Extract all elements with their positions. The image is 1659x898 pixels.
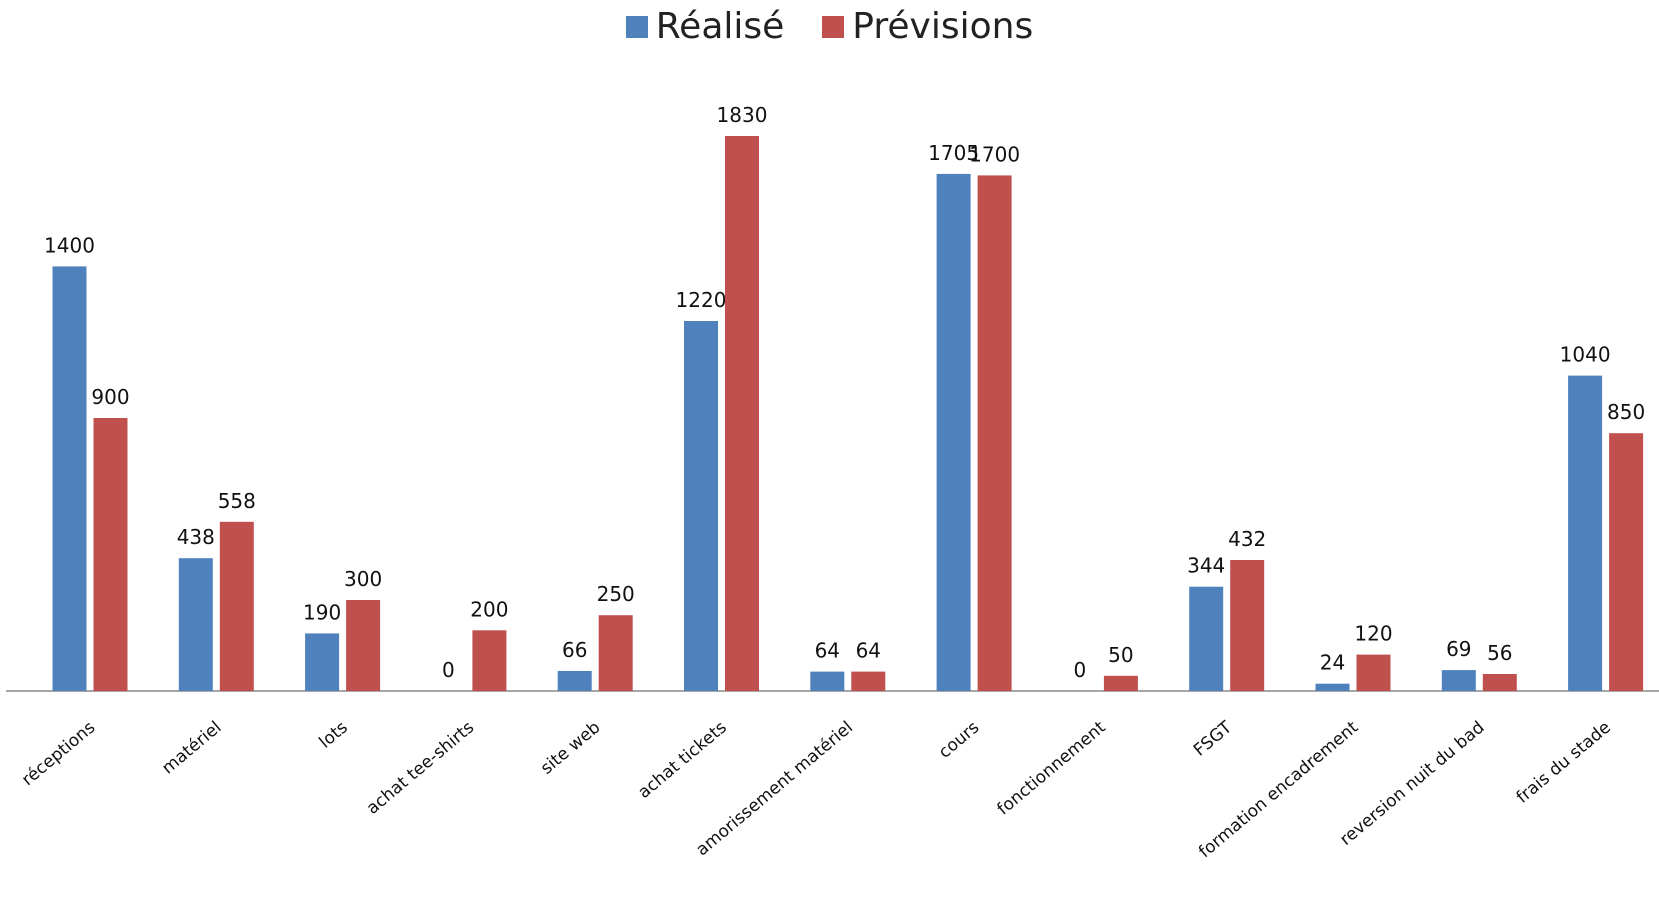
bar-realise [1441, 670, 1476, 691]
data-label-previsions: 56 [1487, 641, 1512, 665]
data-label-realise: 0 [442, 658, 455, 682]
legend-label-realise: Réalisé [655, 6, 785, 47]
data-label-realise: 1400 [44, 233, 95, 257]
data-label-realise: 438 [177, 525, 215, 549]
data-label-previsions: 250 [597, 582, 635, 606]
bar-realise [1568, 375, 1603, 691]
x-tick-label: réceptions [18, 717, 99, 790]
data-label-previsions: 50 [1108, 643, 1133, 667]
data-label-previsions: 558 [218, 489, 256, 513]
data-label-previsions: 300 [344, 567, 382, 591]
data-label-previsions: 1700 [969, 142, 1020, 166]
bar-previsions [472, 630, 507, 691]
data-label-realise: 24 [1320, 651, 1345, 675]
legend-swatch-previsions [822, 15, 845, 38]
data-label-previsions: 120 [1354, 622, 1392, 646]
data-label-previsions: 850 [1607, 400, 1645, 424]
bar-realise [936, 173, 971, 691]
x-tick-label: achat tee-shirts [363, 717, 478, 818]
bar-previsions [1482, 674, 1517, 691]
bar-previsions [977, 175, 1012, 691]
bar-previsions [1609, 433, 1644, 691]
bar-previsions [598, 615, 633, 691]
bar-realise [52, 266, 87, 691]
bar-realise [178, 558, 213, 691]
data-label-realise: 344 [1187, 554, 1225, 578]
bar-previsions [219, 521, 254, 691]
data-label-realise: 190 [303, 600, 341, 624]
bar-previsions [346, 600, 381, 691]
bar-previsions [1356, 654, 1391, 691]
data-label-realise: 1705 [928, 141, 979, 165]
bar-previsions [1103, 675, 1138, 691]
x-tick-label: frais du stade [1513, 718, 1615, 808]
legend-item-realise: Réalisé [625, 6, 785, 47]
x-tick-label: site web [537, 718, 604, 779]
x-tick-label: achat tickets [634, 717, 730, 802]
x-tick-label: reversion nuit du bad [1336, 718, 1488, 850]
chart-legend: Réalisé Prévisions [0, 6, 1659, 47]
bar-realise [810, 671, 845, 691]
data-label-realise: 1040 [1560, 343, 1611, 367]
x-tick-label: cours [935, 717, 983, 762]
data-label-realise: 66 [562, 638, 587, 662]
legend-swatch-realise [625, 15, 648, 38]
data-label-previsions: 1830 [717, 103, 768, 127]
data-label-previsions: 200 [470, 597, 508, 621]
bar-previsions [725, 136, 759, 691]
x-tick-label: matériel [158, 718, 225, 779]
bar-realise [1315, 683, 1350, 691]
data-label-realise: 64 [815, 639, 840, 663]
data-label-realise: 1220 [676, 288, 727, 312]
x-tick-label: lots [315, 717, 351, 752]
bar-previsions [1230, 560, 1265, 691]
bar-realise [684, 321, 718, 691]
data-label-realise: 0 [1074, 658, 1087, 682]
bar-realise [1189, 586, 1224, 691]
legend-label-previsions: Prévisions [852, 6, 1034, 47]
bar-realise [557, 671, 592, 691]
x-tick-label: FSGT [1190, 717, 1236, 760]
bar-realise [305, 633, 340, 691]
data-label-previsions: 64 [856, 639, 881, 663]
data-label-previsions: 432 [1228, 527, 1266, 551]
x-tick-label: fonctionnement [994, 717, 1110, 819]
data-label-realise: 69 [1446, 637, 1471, 661]
bar-previsions [93, 418, 128, 691]
bar-previsions [851, 671, 886, 691]
legend-item-previsions: Prévisions [822, 6, 1033, 47]
data-label-previsions: 900 [91, 385, 129, 409]
